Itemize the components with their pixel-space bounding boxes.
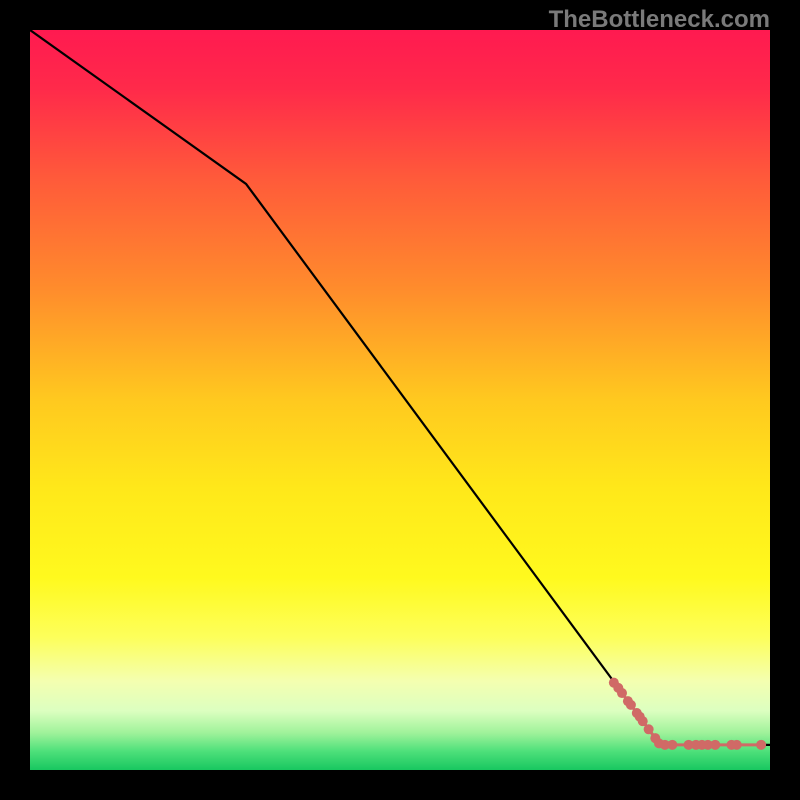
data-marker [626,700,636,710]
gradient-line-chart [30,30,770,770]
data-marker [638,716,648,726]
chart-frame: TheBottleneck.com [0,0,800,800]
plot-area [30,30,770,770]
gradient-background [30,30,770,770]
data-marker [710,740,720,750]
data-marker [617,688,627,698]
data-marker [732,740,742,750]
data-marker [667,740,677,750]
data-marker [644,724,654,734]
data-marker [756,740,766,750]
